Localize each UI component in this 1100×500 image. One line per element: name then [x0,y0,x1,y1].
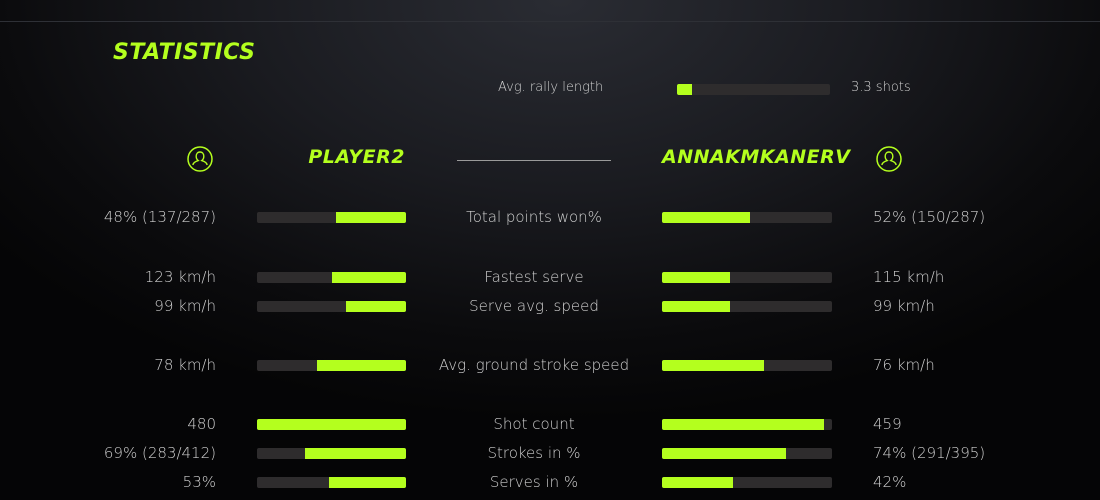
right-bar-fill [662,448,787,459]
left-value: 48% (137/287) [103,208,216,226]
right-bar-fill [662,272,730,283]
right-bar [662,477,832,488]
stat-label: Serve avg. speed [469,297,599,315]
page-title: STATISTICS [113,40,256,65]
stat-label: Shot count [493,415,575,433]
right-bar [662,448,832,459]
stat-label: Strokes in % [487,444,581,462]
right-bar [662,212,832,223]
left-player-name: PLAYER2 [308,146,405,168]
left-bar [257,212,406,223]
right-bar-fill [662,301,730,312]
left-bar-fill [304,448,406,459]
left-value: 53% [182,473,216,491]
stat-label: Total points won% [466,208,602,226]
left-value: 480 [187,415,216,433]
right-player-name: ANNAKMKANERV [662,146,851,168]
left-bar [257,301,406,312]
left-bar [257,272,406,283]
rally-value: 3.3 shots [851,80,911,95]
user-circle-icon [876,146,902,172]
right-bar [662,272,832,283]
left-bar-fill [257,419,406,430]
right-bar [662,419,832,430]
stat-label: Fastest serve [484,268,584,286]
right-bar-fill [662,477,734,488]
left-value: 69% (283/412) [103,444,216,462]
right-value: 74% (291/395) [873,444,986,462]
left-bar-fill [346,301,406,312]
user-circle-icon [187,146,213,172]
header-divider [457,160,611,161]
top-divider [0,21,1100,22]
left-value: 123 km/h [144,268,216,286]
right-value: 99 km/h [873,297,935,315]
right-value: 42% [873,473,907,491]
left-bar [257,360,406,371]
left-bar-fill [328,477,406,488]
right-bar-fill [662,419,824,430]
rally-bar [677,84,830,95]
left-bar [257,419,406,430]
right-bar-fill [662,212,751,223]
left-bar [257,477,406,488]
right-bar [662,301,832,312]
right-bar-fill [662,360,764,371]
rally-bar-fill [677,84,693,95]
left-bar [257,448,406,459]
stat-label: Serves in % [489,473,579,491]
left-bar-fill [331,272,406,283]
right-value: 115 km/h [873,268,945,286]
right-value: 459 [873,415,902,433]
left-value: 78 km/h [154,356,216,374]
right-bar [662,360,832,371]
left-bar-fill [335,212,406,223]
right-value: 52% (150/287) [873,208,986,226]
left-value: 99 km/h [154,297,216,315]
left-bar-fill [316,360,406,371]
stat-label: Avg. ground stroke speed [438,356,630,374]
right-value: 76 km/h [873,356,935,374]
rally-label: Avg. rally length [498,80,604,95]
